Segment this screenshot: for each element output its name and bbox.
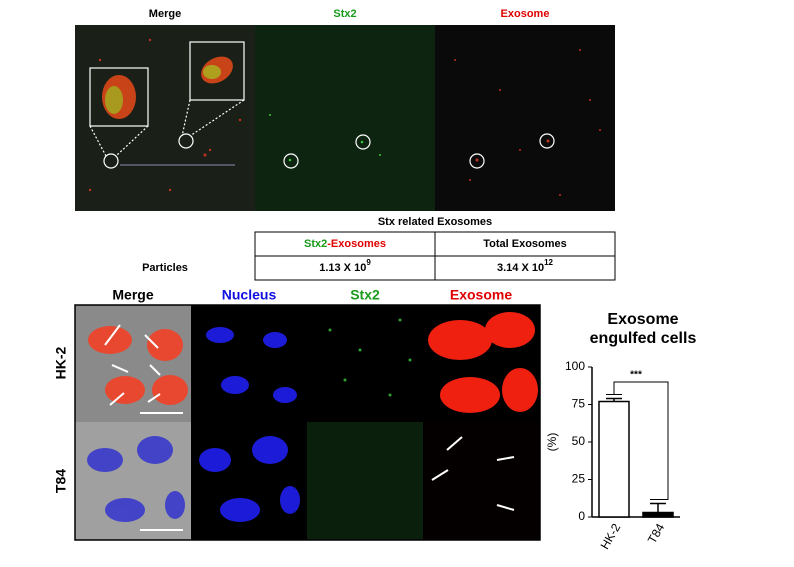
row-label: T84: [53, 469, 69, 493]
mantissa: 1.13 X 10: [319, 262, 366, 274]
exponent: 9: [366, 258, 371, 267]
y-tick-label: 25: [572, 472, 586, 486]
bar: [598, 400, 630, 518]
row-label: HK-2: [53, 346, 69, 379]
significance-label: ***: [630, 370, 642, 381]
image-stx2: [307, 422, 423, 540]
y-axis-label: (%): [545, 433, 559, 452]
panel-label: Stx2: [350, 287, 380, 303]
nuclei: [199, 327, 300, 522]
y-tick-label: 75: [572, 397, 586, 411]
image-exosome: [435, 25, 615, 211]
x-tick-label: HK-2: [598, 521, 624, 552]
significance-bracket: [606, 381, 669, 500]
image-nucleus: [191, 422, 307, 540]
x-tick-label: T84: [645, 521, 668, 546]
cells: [88, 326, 188, 405]
bar-chart: (%) 0 25 50 75 100 HK-2 T84 ***: [545, 359, 680, 552]
panel-label: Exosome: [450, 287, 512, 303]
exponent: 12: [544, 258, 553, 267]
particles: [88, 38, 601, 196]
panel-label: Stx2: [333, 8, 356, 20]
row-label: Particles: [142, 262, 188, 274]
table-header: Total Exosomes: [483, 238, 567, 250]
table-header: Stx2-Exosomes: [304, 238, 386, 250]
particles: [269, 114, 381, 162]
inset-cell: [203, 65, 221, 79]
error-bar: [606, 397, 622, 402]
panel-label: Exosome: [501, 8, 550, 20]
error-bar: [650, 502, 666, 513]
panel-label: Nucleus: [222, 287, 277, 303]
image-merge: [75, 422, 191, 540]
image-stx2: [307, 305, 423, 422]
panel-label: Merge: [112, 287, 153, 303]
stx2-signal: [328, 318, 412, 397]
image-nucleus: [191, 305, 307, 422]
cell: 3.14 X 1012: [497, 258, 554, 274]
circles: [89, 41, 555, 169]
nuclei: [87, 436, 185, 522]
table-title: Stx related Exosomes: [378, 216, 492, 228]
header-part: Stx2: [304, 238, 327, 250]
y-tick-label: 100: [565, 359, 585, 373]
table-grid: [254, 231, 616, 281]
bar: [642, 511, 674, 518]
mantissa: 3.14 X 10: [497, 262, 544, 274]
inset-cell: [105, 86, 123, 114]
arrows: [104, 324, 515, 531]
image-merge: [75, 25, 255, 211]
cells: [428, 312, 538, 413]
image-stx2: [255, 25, 435, 211]
header-part: -Exosomes: [327, 238, 386, 250]
cell: 1.13 X 109: [319, 258, 371, 274]
y-tick-label: 0: [578, 509, 585, 523]
image-exosome: [423, 422, 540, 540]
panel-label: Merge: [149, 8, 181, 20]
panel-frame: [74, 304, 541, 541]
y-tick-label: 50: [572, 434, 586, 448]
chart-title: Exosome engulfed cells: [589, 311, 697, 347]
